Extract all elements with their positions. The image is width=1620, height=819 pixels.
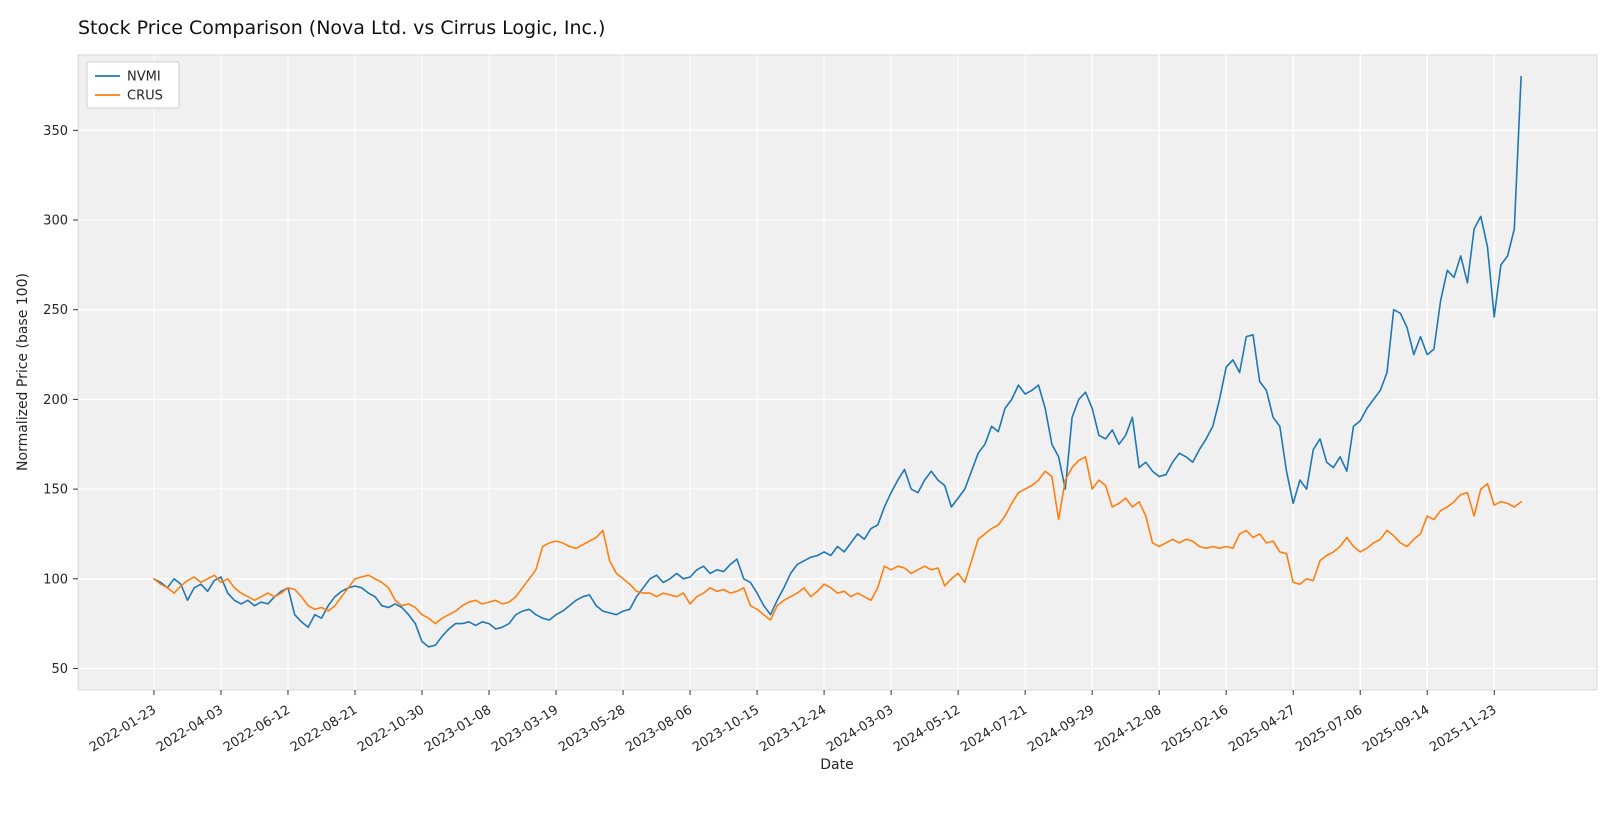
x-tick-label: 2023-12-24 (757, 703, 829, 756)
legend-label-nvmi: NVMI (127, 70, 161, 85)
legend-box (86, 61, 180, 109)
x-axis-label: Date (820, 757, 853, 773)
x-tick-label: 2022-08-21 (288, 703, 360, 756)
x-tick-label: 2023-10-15 (690, 703, 762, 756)
series-line-nvmi (153, 75, 1522, 648)
x-tick-label: 2024-09-29 (1025, 703, 1097, 756)
x-tick-label: 2025-07-06 (1293, 703, 1365, 756)
y-tick-label: 200 (43, 393, 68, 408)
y-tick-label: 100 (43, 572, 68, 587)
x-tick-label: 2022-04-03 (154, 703, 226, 756)
y-tick-label: 50 (51, 662, 68, 677)
grid (78, 55, 1597, 690)
x-tick-label: 2024-12-08 (1092, 703, 1164, 756)
x-tick-label: 2024-05-12 (891, 703, 963, 756)
y-tick-label: 350 (43, 124, 68, 139)
x-tick-label: 2024-07-21 (958, 703, 1030, 756)
x-tick-label: 2022-10-30 (355, 703, 427, 756)
x-tick-label: 2023-08-06 (623, 703, 695, 756)
plot-background (77, 54, 1598, 691)
x-tick-label: 2023-03-19 (489, 703, 561, 756)
x-tick-label: 2025-02-16 (1159, 703, 1231, 756)
y-axis-label: Normalized Price (base 100) (15, 273, 31, 471)
x-tick-label: 2024-03-03 (824, 703, 896, 756)
x-tick-label: 2023-05-28 (556, 703, 628, 756)
legend-label-crus: CRUS (127, 89, 163, 104)
y-tick-label: 300 (43, 214, 68, 229)
x-tick-label: 2025-04-27 (1226, 703, 1298, 756)
legend: NVMI CRUS (86, 61, 180, 109)
series-line-crus (153, 455, 1522, 625)
x-tick-label: 2022-01-23 (87, 703, 159, 756)
x-tick-label: 2025-09-14 (1360, 703, 1432, 756)
y-tick-label: 150 (43, 483, 68, 498)
x-tick-label: 2023-01-08 (422, 703, 494, 756)
x-tick-label: 2025-11-23 (1427, 703, 1499, 756)
y-tick-label: 250 (43, 303, 68, 318)
x-tick-label: 2022-06-12 (221, 703, 293, 756)
chart-title: Stock Price Comparison (Nova Ltd. vs Cir… (78, 17, 605, 39)
plot-area: 50 100 150 200 250 300 350 2022-01-232022-04-03… (43, 54, 1598, 756)
